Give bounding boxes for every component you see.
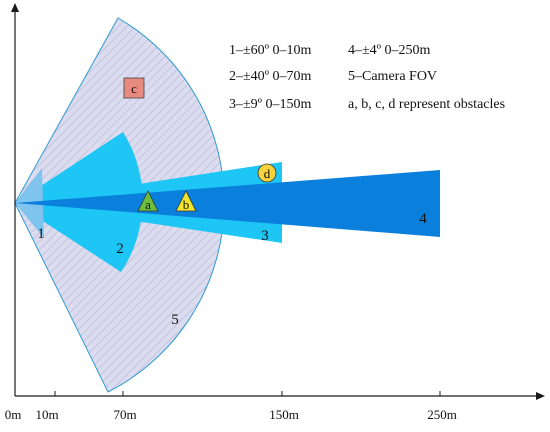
radar-zone-4-beam: [15, 170, 440, 237]
legend-obstacles: a, b, c, d represent obstacles: [348, 97, 505, 112]
x-axis-arrowhead: [536, 392, 545, 400]
legend-zone-1: 1–±60º 0–10m: [229, 43, 312, 58]
obstacle-c-label: c: [131, 81, 137, 96]
legend-zone-5: 5–Camera FOV: [348, 69, 437, 84]
tick-label-10m: 10m: [35, 407, 58, 422]
tick-label-150m: 150m: [269, 407, 299, 422]
tick-label-0m: 0m: [5, 407, 22, 422]
obstacle-a-label: a: [145, 197, 151, 212]
obstacle-a-triangle: [137, 190, 159, 212]
obstacle-c-square: [123, 77, 145, 99]
obstacle-d-circle: [257, 163, 277, 183]
obstacle-d-label: d: [264, 166, 271, 181]
tick-label-70m: 70m: [113, 407, 136, 422]
legend: 1–±60º 0–10m 4–±4º 0–250m 2–±40º 0–70m 5…: [229, 43, 505, 112]
legend-zone-3: 3–±9º 0–150m: [229, 97, 312, 112]
tick-label-250m: 250m: [427, 407, 457, 422]
zone-label-5: 5: [171, 312, 179, 328]
zone-label-3: 3: [261, 228, 269, 244]
y-axis-arrowhead: [11, 3, 19, 12]
obstacle-b-triangle: [175, 190, 197, 212]
zone-label-2: 2: [116, 241, 124, 257]
legend-zone-2: 2–±40º 0–70m: [229, 69, 312, 84]
legend-zone-4: 4–±4º 0–250m: [348, 43, 431, 58]
obstacle-b-label: b: [183, 197, 190, 212]
zone-label-4: 4: [419, 211, 427, 227]
zone-label-1: 1: [37, 226, 45, 242]
